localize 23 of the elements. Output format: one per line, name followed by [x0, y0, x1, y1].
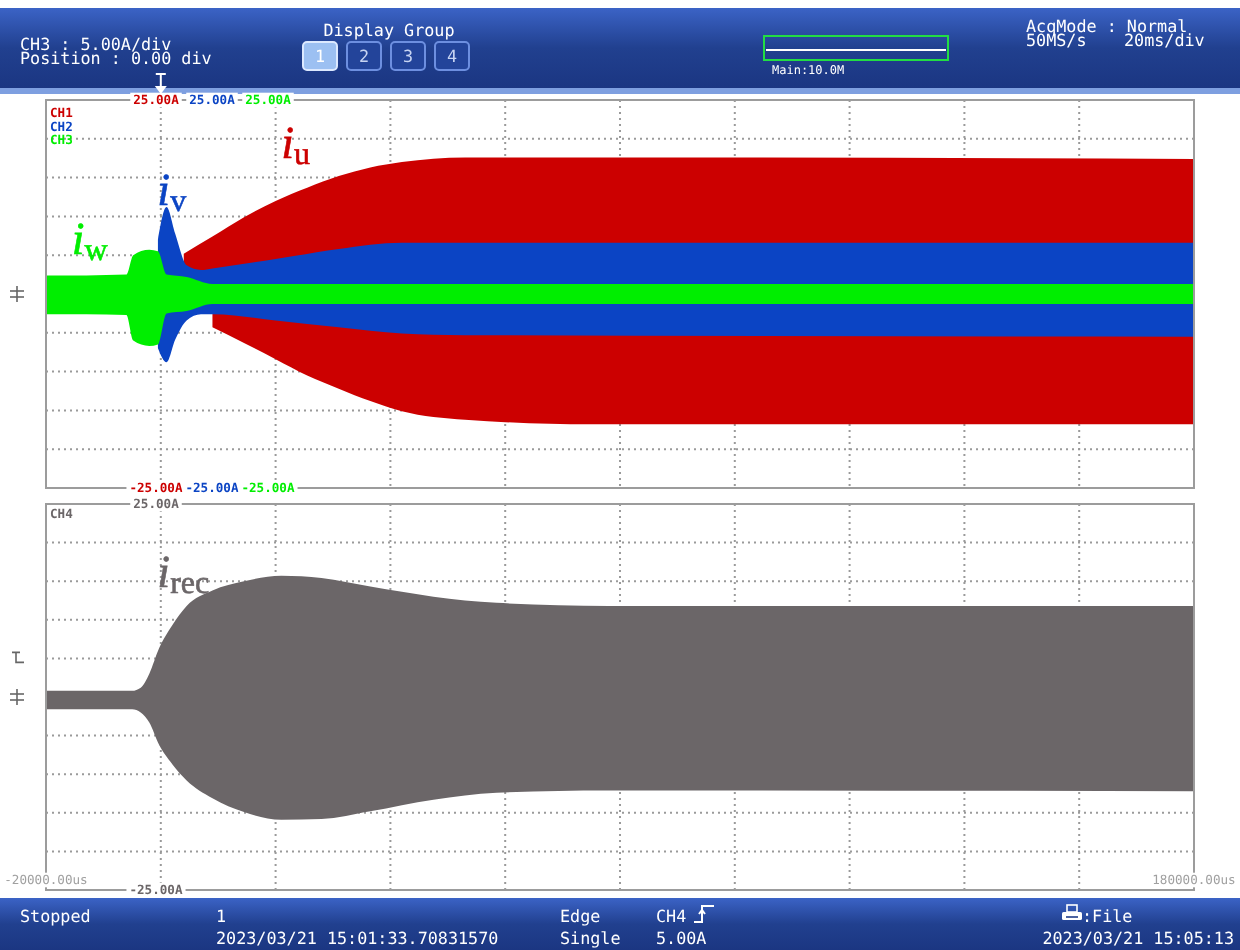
series-label: i$_{u}$: [281, 118, 311, 173]
text: Position : 0.00 div: [20, 48, 212, 68]
text: CH3 : 5.00A/div: [20, 34, 172, 54]
text: 2023/03/21 15:01:33.70831570: [216, 928, 499, 948]
text: :File: [1082, 906, 1133, 926]
text: CH4: [656, 906, 687, 926]
text: 50MS/s: [1026, 30, 1087, 50]
text: 4: [446, 46, 458, 66]
text: Edge: [560, 906, 601, 926]
text: 1: [216, 906, 227, 926]
text: 1: [314, 46, 326, 66]
text: 2023/03/21 15:05:13: [1042, 928, 1234, 948]
text: Single: [560, 928, 621, 948]
series-label: i$_{w}$: [71, 213, 109, 268]
text: Stopped: [20, 906, 91, 926]
text: 3: [402, 46, 414, 66]
text: Display Group: [323, 20, 455, 40]
text: 20ms/div: [1124, 30, 1205, 50]
series-label: i$_{v}$: [157, 164, 187, 219]
text: 5.00A: [656, 928, 707, 948]
text: AcqMode : Normal: [1026, 16, 1188, 36]
series-label: i$_{rec}$: [157, 546, 210, 601]
text: 2: [358, 46, 370, 66]
